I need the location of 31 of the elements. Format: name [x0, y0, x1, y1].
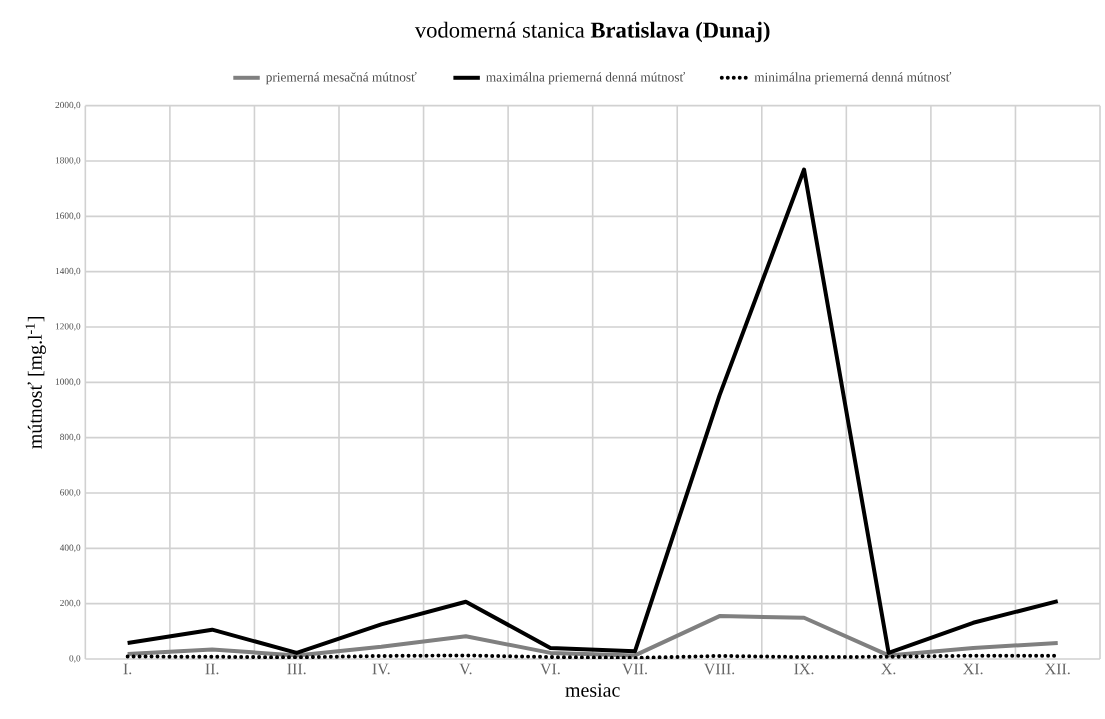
x-tick-label: I.	[123, 663, 132, 675]
chart-title: vodomerná stanica Bratislava (Dunaj)	[414, 21, 770, 43]
legend-label: minimálna priemerná denná mútnosť	[754, 72, 952, 85]
y-tick-label: 1400,0	[55, 267, 81, 276]
x-tick-label: III.	[287, 663, 306, 675]
y-tick-label: 1800,0	[55, 157, 81, 165]
y-axis-title: mútnosť [mg.l$^{-1}$]	[25, 316, 46, 449]
legend-label: priemerná mesačná mútnosť	[265, 72, 417, 85]
legend-label: maximálna priemerná denná mútnosť	[486, 72, 685, 85]
x-tick-label: VII.	[622, 663, 647, 675]
x-axis-title: mesiac	[565, 683, 620, 697]
y-tick-label: 1600,0	[55, 212, 81, 221]
line-series	[125, 167, 1060, 655]
y-tick-label: 0,0	[69, 655, 81, 663]
x-tick-label: V.	[459, 663, 472, 675]
line-series	[125, 614, 1060, 658]
x-tick-label: VIII.	[703, 663, 735, 675]
x-tick-label: XI.	[963, 663, 983, 675]
x-tick-label: II.	[205, 663, 219, 675]
x-tick-label: XII.	[1045, 663, 1070, 675]
x-tick-label: IX.	[794, 663, 814, 675]
x-tick-label: IV.	[372, 663, 390, 675]
x-tick-label: X.	[881, 663, 896, 675]
x-tick-label: VI.	[540, 663, 560, 675]
y-tick-label: 200,0	[60, 599, 81, 608]
y-tick-label: 2000,0	[55, 101, 81, 110]
y-tick-label: 1000,0	[55, 378, 81, 387]
y-tick-label: 800,0	[60, 433, 81, 442]
y-tick-label: 400,0	[59, 544, 81, 553]
y-tick-label: 600,0	[60, 489, 81, 497]
y-tick-label: 1200,0	[55, 323, 81, 331]
